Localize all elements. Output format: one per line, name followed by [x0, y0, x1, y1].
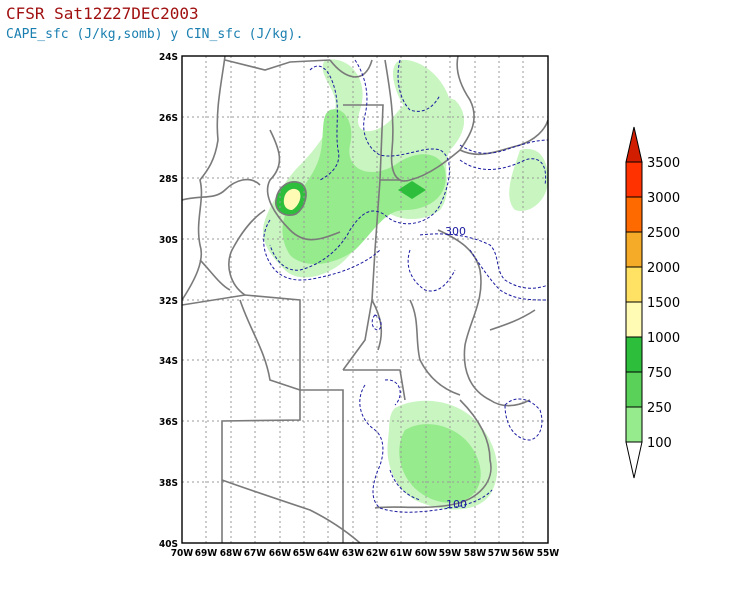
- colorbar-bottom-arrow: [625, 441, 643, 479]
- province-line-c: [228, 209, 266, 296]
- cin-contour-south-a: [359, 384, 384, 509]
- cin-contour-north-b: [269, 59, 450, 271]
- lon-label: 59W: [439, 548, 462, 559]
- map-title: CFSR Sat12Z27DEC2003: [6, 4, 199, 23]
- colorbar-swatch: [625, 371, 643, 408]
- colorbar-swatch: [625, 196, 643, 233]
- cin-contour-south-e: [389, 469, 421, 501]
- colorbar-top-arrow: [625, 126, 643, 163]
- cin-contour-mid-d: [469, 249, 548, 301]
- buenos-aires-coast: [374, 399, 492, 509]
- lon-label: 62W: [366, 548, 389, 559]
- map-subtitle: CAPE_sfc (J/kg,somb) y CIN_sfc (J/kg).: [6, 27, 304, 42]
- lat-label: 26S: [159, 113, 178, 124]
- province-line-f: [343, 369, 406, 401]
- lat-label: 32S: [159, 296, 178, 307]
- colorbar-label: 1500: [647, 296, 680, 311]
- map-frame: [181, 55, 549, 544]
- province-line-e: [300, 389, 344, 543]
- lon-label: 63W: [342, 548, 365, 559]
- colorbar-swatch: [625, 406, 643, 443]
- parana-delta: [409, 299, 461, 396]
- colorbar-label: 250: [647, 401, 672, 416]
- colorbar: [625, 126, 643, 479]
- cape-peak-core: [283, 188, 301, 210]
- cin-contour-north-a: [309, 65, 340, 181]
- chile-argentina-border: [182, 56, 226, 301]
- cape-ne-strip: [393, 59, 451, 129]
- colorbar-swatch: [625, 336, 643, 373]
- colorbar-label: 750: [647, 366, 672, 381]
- cape-shading: [262, 59, 548, 510]
- cin-contour-mid-c: [407, 249, 456, 292]
- lon-label: 64W: [317, 548, 340, 559]
- colorbar-label: 3000: [647, 191, 680, 206]
- colorbar-label: 3500: [647, 156, 680, 171]
- lon-label: 69W: [195, 548, 218, 559]
- lon-label: 56W: [512, 548, 535, 559]
- lon-labels: 70W 69W 68W 67W 66W 65W 64W 63W 62W 61W …: [171, 548, 560, 559]
- colorbar-swatch: [625, 161, 643, 198]
- colorbar-label: 2000: [647, 261, 680, 276]
- province-line-j: [199, 259, 231, 291]
- colorbar-label: 1000: [647, 331, 680, 346]
- lat-label: 38S: [159, 478, 178, 489]
- province-line-b: [266, 129, 341, 241]
- province-line-a: [342, 104, 384, 371]
- cin-contour-north-c: [397, 59, 441, 112]
- colorbar-label: 100: [647, 436, 672, 451]
- colorbar-swatch: [625, 301, 643, 338]
- colorbar-swatch: [625, 231, 643, 268]
- cin-contour-small: [371, 314, 382, 331]
- lat-lon-grid: [182, 56, 548, 543]
- cin-contour-mid-a: [263, 219, 381, 281]
- lat-label: 30S: [159, 235, 178, 246]
- cape-high-ellipse: [398, 181, 426, 199]
- cin-contour-south-b: [384, 379, 401, 406]
- cape-north-region-inner: [282, 109, 446, 265]
- contour-label-300: 300: [445, 225, 466, 238]
- lat-labels: 24S 26S 28S 30S 32S 34S 36S 38S 40S: [159, 52, 178, 550]
- lon-label: 66W: [269, 548, 292, 559]
- lat-label: 36S: [159, 417, 178, 428]
- uruguay-north: [489, 309, 536, 331]
- colorbar-labels: 3500 3000 2500 2000 1500 1000 750 250 10…: [647, 156, 680, 451]
- lat-label: 24S: [159, 52, 178, 63]
- lon-label: 55W: [537, 548, 560, 559]
- paraguay-border: [329, 59, 373, 78]
- lat-label: 28S: [159, 174, 178, 185]
- cape-south-region-inner: [399, 424, 481, 503]
- lat-label: 40S: [159, 539, 178, 550]
- lon-label: 67W: [244, 548, 267, 559]
- cape-east-patch: [509, 149, 548, 211]
- province-line-i: [182, 178, 261, 201]
- colorbar-label: 2500: [647, 226, 680, 241]
- cin-contours: [263, 59, 548, 513]
- lon-label: 61W: [390, 548, 413, 559]
- lon-label: 60W: [415, 548, 438, 559]
- province-line-d: [182, 294, 301, 543]
- colorbar-swatch: [625, 266, 643, 303]
- lon-label: 58W: [464, 548, 487, 559]
- province-line-g: [239, 299, 301, 391]
- political-borders: [182, 56, 548, 543]
- lon-label: 68W: [220, 548, 243, 559]
- argentina-bolivia-border: [224, 59, 331, 71]
- cin-contour-south-c: [504, 398, 543, 441]
- province-line-h: [221, 479, 361, 543]
- cin-contour-east-a: [459, 139, 548, 154]
- lon-label: 65W: [293, 548, 316, 559]
- cin-contour-south-d: [379, 489, 493, 513]
- lon-label: 57W: [488, 548, 511, 559]
- lon-label: 70W: [171, 548, 194, 559]
- lat-label: 34S: [159, 356, 178, 367]
- contour-label-100: 100: [446, 498, 467, 511]
- paraguay-river: [384, 56, 475, 182]
- ring-65w: [275, 181, 307, 216]
